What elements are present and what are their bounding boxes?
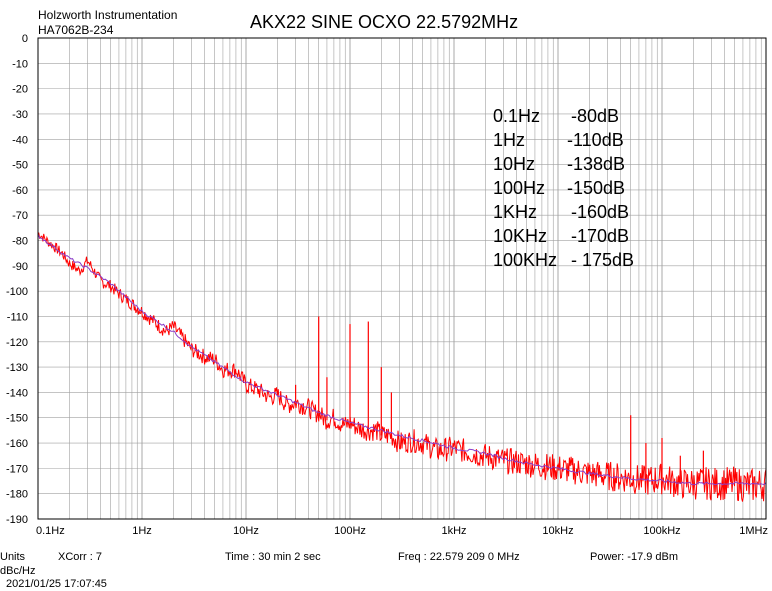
xcorr-readout: XCorr : 7 [58, 551, 103, 563]
y-tick-label: -130 [6, 362, 28, 374]
y-tick-label: -150 [6, 413, 28, 425]
x-tick-label: 10Hz [233, 525, 259, 537]
y-tick-label: -30 [12, 109, 28, 121]
x-tick-label: 100kHz [643, 525, 680, 537]
annotation-level-0: -80dB [571, 106, 620, 126]
annotation-level-3: -150dB [567, 178, 626, 198]
annotation-offset-3: 100Hz [493, 178, 546, 198]
annotation-offset-4: 1KHz [493, 202, 538, 222]
series-smoothed-line [37, 234, 767, 486]
x-tick-label: 100Hz [334, 525, 366, 537]
y-tick-label: -110 [7, 311, 28, 323]
annotation-level-2: -138dB [567, 154, 626, 174]
x-tick-label: 10kHz [542, 525, 573, 537]
x-tick-label: 0.1Hz [36, 525, 65, 537]
y-tick-label: -100 [6, 286, 28, 298]
y-tick-label: -40 [12, 134, 28, 146]
y-tick-label: -120 [6, 337, 28, 349]
annotation-offset-0: 0.1Hz [493, 106, 541, 126]
y-tick-label: -180 [6, 489, 28, 501]
y-tick-label: -170 [6, 463, 28, 475]
time-readout: Time : 30 min 2 sec [225, 551, 321, 563]
y-tick-label: -50 [12, 160, 28, 172]
y-axis-ticks: 0 -10 -20 -30 -40 -50 -60 -70 -80 -90 -100 -110 -120… [6, 33, 28, 526]
freq-readout: Freq : 22.579 209 0 MHz [398, 551, 520, 563]
units-value: dBc/Hz [0, 565, 36, 577]
series-group [37, 232, 767, 502]
power-readout: Power: -17.9 dBm [590, 551, 679, 563]
instrument-model: HA7062B-234 [38, 23, 114, 37]
y-tick-label: -70 [12, 210, 28, 222]
y-tick-label: -190 [6, 514, 28, 526]
y-tick-label: -10 [12, 58, 28, 70]
plot-border [37, 37, 767, 520]
y-tick-label: -60 [12, 185, 28, 197]
annotation-offset-2: 10Hz [493, 154, 536, 174]
x-tick-label: 1Hz [132, 525, 152, 537]
annotation-level-6: - 175dB [571, 250, 635, 270]
grid [37, 37, 766, 520]
timestamp: 2021/01/25 17:07:45 [6, 578, 107, 590]
annotation-level-4: -160dB [571, 202, 630, 222]
y-tick-label: -140 [6, 387, 28, 399]
y-tick-label: 0 [22, 33, 28, 45]
y-tick-label: -90 [12, 261, 28, 273]
chart-title: AKX22 SINE OCXO 22.5792MHz [250, 12, 519, 32]
annotation-level-1: -110dB [567, 130, 624, 150]
annotation-level-5: -170dB [571, 226, 630, 246]
series-measured-line [38, 232, 767, 502]
x-tick-label: 1kHz [441, 525, 466, 537]
annotation-offset-5: 10KHz [493, 226, 548, 246]
y-tick-label: -20 [12, 84, 28, 96]
annotation-offset-1: 1Hz [493, 130, 526, 150]
company-name: Holzworth Instrumentation [38, 8, 178, 22]
annotation-offset-6: 100KHz [493, 250, 558, 270]
y-tick-label: -80 [12, 236, 28, 248]
y-tick-label: -160 [6, 438, 28, 450]
x-tick-label: 1MHz [739, 525, 768, 537]
x-axis-ticks: 0.1Hz 1Hz 10Hz 100Hz 1kHz 10kHz 100kHz 1MHz [36, 525, 768, 537]
units-label: Units [0, 551, 26, 563]
